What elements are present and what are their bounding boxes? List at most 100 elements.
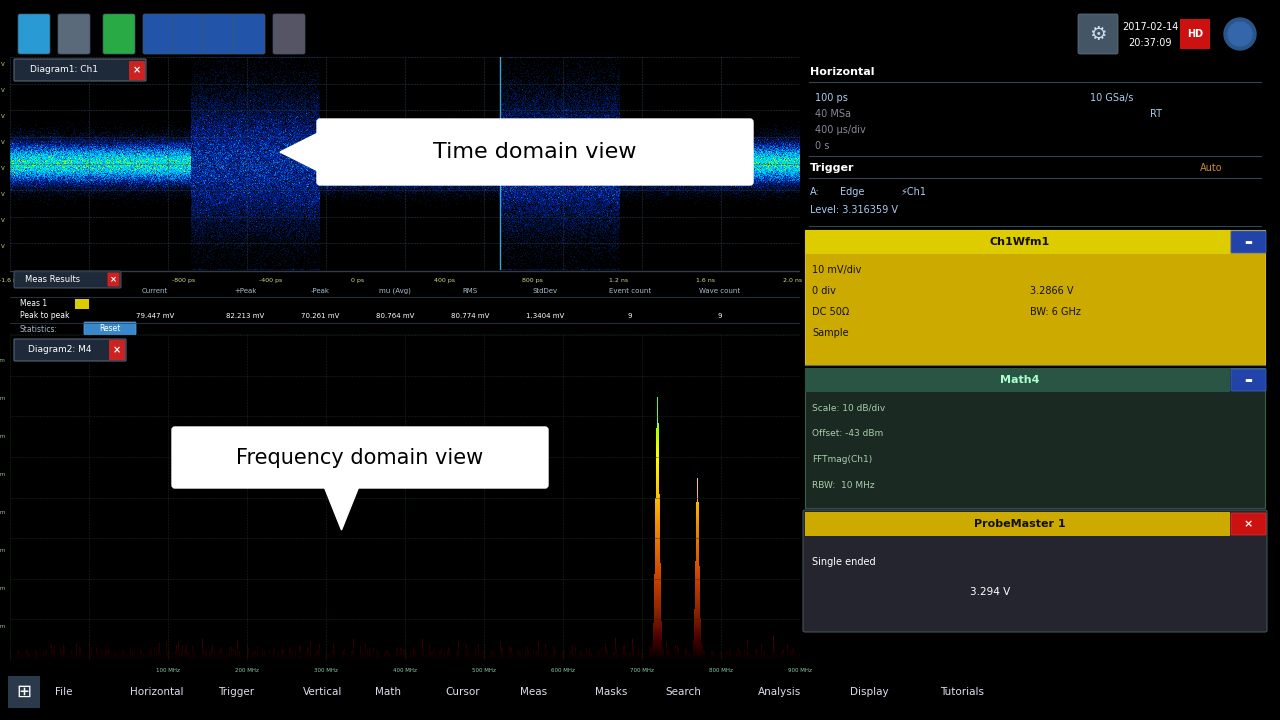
Text: -75 dBm: -75 dBm	[0, 624, 5, 629]
Text: 0 div: 0 div	[812, 286, 836, 296]
Text: Ch1Wfm1: Ch1Wfm1	[989, 237, 1050, 247]
FancyBboxPatch shape	[143, 14, 175, 54]
Text: ▬: ▬	[1244, 238, 1252, 246]
FancyBboxPatch shape	[805, 368, 1265, 508]
Text: 1.6 ns: 1.6 ns	[696, 278, 716, 283]
FancyBboxPatch shape	[129, 61, 145, 80]
Text: Trigger: Trigger	[810, 163, 855, 173]
Text: ×: ×	[1243, 519, 1253, 529]
Text: -25 dBm: -25 dBm	[0, 433, 5, 438]
Text: -55 dBm: -55 dBm	[0, 547, 5, 552]
Text: FFTmag(Ch1): FFTmag(Ch1)	[812, 456, 872, 464]
FancyBboxPatch shape	[803, 510, 1267, 632]
FancyBboxPatch shape	[805, 230, 1230, 254]
Text: BW: 6 GHz: BW: 6 GHz	[1030, 307, 1080, 317]
Text: Vertical: Vertical	[303, 687, 342, 697]
Text: Scale: 10 dB/div: Scale: 10 dB/div	[812, 403, 886, 413]
Text: 200 MHz: 200 MHz	[236, 668, 259, 673]
Text: 20:37:09: 20:37:09	[1128, 38, 1171, 48]
Text: 3.2500 V: 3.2500 V	[0, 245, 5, 250]
Text: 3.294 V: 3.294 V	[970, 587, 1010, 597]
Text: Diagram1: Ch1: Diagram1: Ch1	[29, 66, 99, 74]
Text: Statistics:: Statistics:	[20, 325, 58, 333]
FancyBboxPatch shape	[613, 663, 671, 679]
Text: 500 MHz: 500 MHz	[472, 668, 495, 673]
FancyBboxPatch shape	[805, 512, 1230, 536]
FancyBboxPatch shape	[233, 14, 265, 54]
Text: 2017-02-14: 2017-02-14	[1121, 22, 1178, 32]
Text: Analysis: Analysis	[758, 687, 801, 697]
Text: -65 dBm: -65 dBm	[0, 585, 5, 590]
Text: Math4: Math4	[1000, 375, 1039, 385]
Text: Meas: Meas	[520, 687, 547, 697]
Text: 10 GSa/s: 10 GSa/s	[1091, 93, 1133, 103]
Text: -1.2 ns: -1.2 ns	[86, 278, 108, 283]
Text: 0 s: 0 s	[815, 141, 829, 151]
Text: Horizontal: Horizontal	[810, 67, 874, 77]
Text: RMS: RMS	[462, 288, 477, 294]
FancyBboxPatch shape	[692, 663, 750, 679]
Text: ×: ×	[133, 65, 141, 75]
Text: Edge: Edge	[840, 187, 864, 197]
FancyBboxPatch shape	[14, 339, 125, 361]
Text: 0 ps: 0 ps	[352, 278, 365, 283]
Text: ⚙: ⚙	[1089, 24, 1107, 43]
Text: File: File	[55, 687, 73, 697]
Text: RBW:  10 MHz: RBW: 10 MHz	[812, 482, 874, 490]
Text: Wave count: Wave count	[699, 288, 741, 294]
Text: Sample: Sample	[812, 328, 849, 338]
Text: Cursor: Cursor	[445, 687, 480, 697]
Text: HD: HD	[1187, 29, 1203, 39]
Text: 600 MHz: 600 MHz	[552, 668, 575, 673]
Text: Time domain view: Time domain view	[433, 142, 636, 162]
Text: 9: 9	[627, 313, 632, 319]
Text: 100 ps: 100 ps	[815, 93, 847, 103]
Text: 70.261 mV: 70.261 mV	[301, 313, 339, 319]
Text: 1.2 ns: 1.2 ns	[609, 278, 628, 283]
Text: Level: 3.316359 V: Level: 3.316359 V	[810, 205, 899, 215]
Text: 3.2866 V: 3.2866 V	[1030, 286, 1074, 296]
Text: 400 ps: 400 ps	[434, 278, 456, 283]
Text: 80.774 mV: 80.774 mV	[451, 313, 489, 319]
Text: 3.2200 V: 3.2200 V	[0, 166, 5, 171]
FancyBboxPatch shape	[109, 340, 125, 360]
Text: 100 MHz: 100 MHz	[156, 668, 180, 673]
FancyBboxPatch shape	[204, 14, 236, 54]
FancyBboxPatch shape	[771, 663, 829, 679]
Text: Trigger: Trigger	[218, 687, 255, 697]
FancyBboxPatch shape	[1231, 231, 1266, 253]
FancyBboxPatch shape	[317, 119, 753, 185]
Text: DC 50Ω: DC 50Ω	[812, 307, 849, 317]
Circle shape	[1224, 18, 1256, 50]
Text: Math: Math	[375, 687, 401, 697]
FancyBboxPatch shape	[60, 663, 118, 679]
FancyBboxPatch shape	[140, 663, 197, 679]
FancyBboxPatch shape	[14, 59, 146, 81]
Text: 700 MHz: 700 MHz	[630, 668, 654, 673]
Text: 1.3404 mV: 1.3404 mV	[526, 313, 564, 319]
Text: 79.447 mV: 79.447 mV	[136, 313, 174, 319]
FancyBboxPatch shape	[454, 663, 513, 679]
FancyBboxPatch shape	[1231, 513, 1266, 535]
FancyBboxPatch shape	[218, 663, 276, 679]
FancyBboxPatch shape	[18, 14, 50, 54]
FancyBboxPatch shape	[58, 14, 90, 54]
FancyBboxPatch shape	[534, 663, 591, 679]
FancyBboxPatch shape	[805, 230, 1265, 365]
Text: Horizontal: Horizontal	[131, 687, 183, 697]
Text: ×: ×	[113, 345, 122, 355]
Text: 2.0 ns: 2.0 ns	[783, 278, 803, 283]
FancyBboxPatch shape	[805, 368, 1230, 392]
Text: 3.0000 V: 3.0000 V	[0, 89, 5, 94]
FancyBboxPatch shape	[84, 322, 136, 335]
Text: -15 dBm: -15 dBm	[0, 395, 5, 400]
Text: Tutorials: Tutorials	[940, 687, 984, 697]
Text: 3.2098 V: 3.2098 V	[0, 218, 5, 223]
Text: 800 ps: 800 ps	[521, 278, 543, 283]
Polygon shape	[324, 485, 360, 530]
FancyBboxPatch shape	[102, 14, 134, 54]
FancyBboxPatch shape	[273, 14, 305, 54]
Text: Diagram2: M4: Diagram2: M4	[28, 346, 91, 354]
Text: RT: RT	[1149, 109, 1162, 119]
Text: 800 MHz: 800 MHz	[709, 668, 733, 673]
